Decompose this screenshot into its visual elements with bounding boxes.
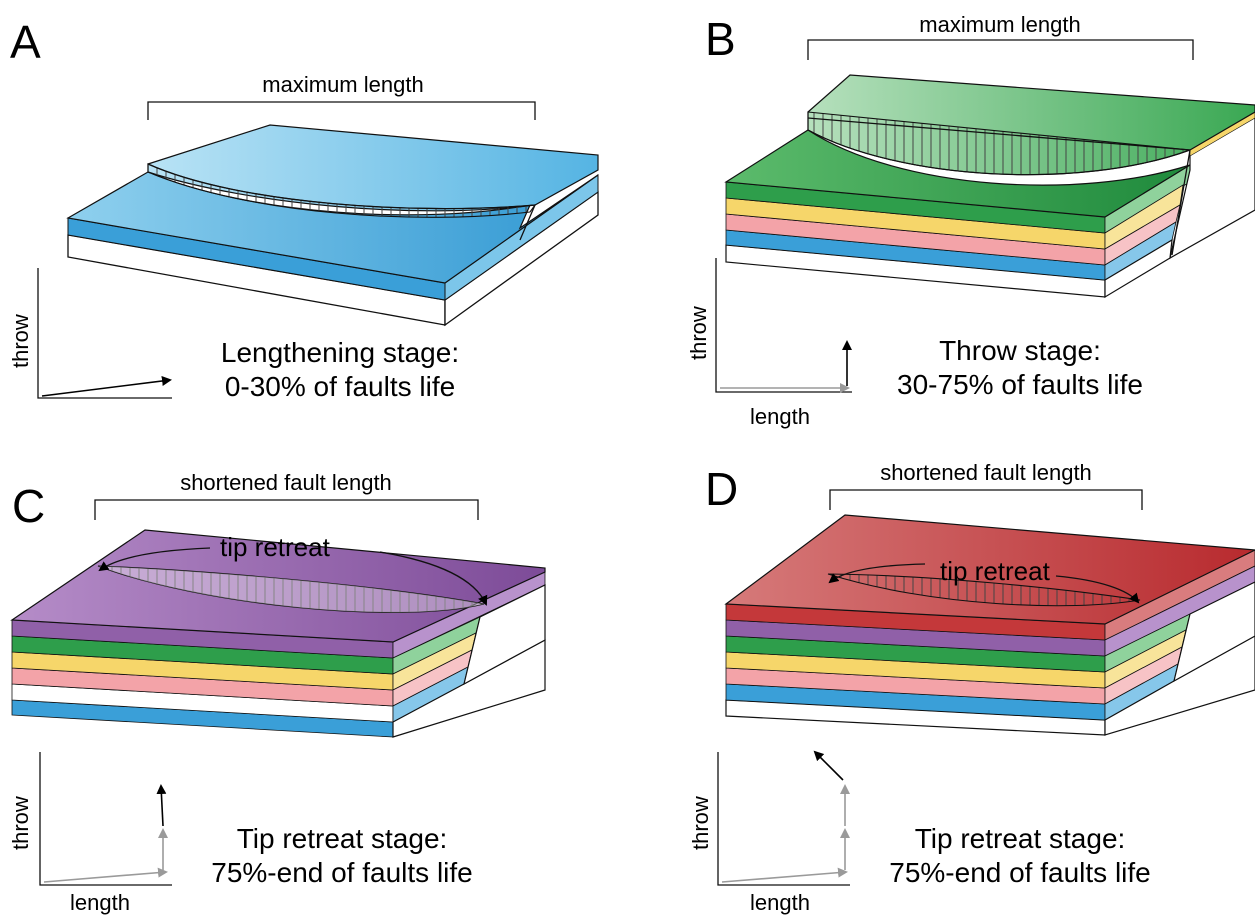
axis-y-label-d: throw [688, 796, 713, 850]
stage-range-d: 75%-end of faults life [889, 857, 1151, 888]
bracket-label-d: shortened fault length [880, 460, 1092, 485]
bracket-label-a: maximum length [262, 72, 423, 97]
tip-retreat-label-c: tip retreat [220, 532, 331, 562]
retreat-vector-arrow [813, 750, 844, 781]
fault-block-a [66, 124, 599, 327]
panel-letter-b: B [705, 13, 736, 65]
growth-axes-a: throw [8, 268, 172, 399]
length-vector-arrow [41, 376, 172, 397]
stage-range-c: 75%-end of faults life [211, 857, 473, 888]
panel-c: C shortened fault length [8, 470, 546, 915]
axis-x-label-d: length [750, 890, 810, 915]
tip-retreat-label-d: tip retreat [940, 556, 1051, 586]
length-bracket-a: maximum length [147, 72, 536, 120]
panel-letter-d: D [705, 463, 738, 515]
fault-block-d: tip retreat [724, 514, 1255, 736]
panel-a: A maximum length throw Lengthening stage… [8, 16, 599, 402]
length-bracket-d: shortened fault length [829, 460, 1143, 510]
stage-title-a: Lengthening stage: [221, 337, 459, 368]
retreat-vector-arrow [156, 784, 167, 827]
axis-y-label-a: throw [8, 314, 33, 368]
axis-y-label-c: throw [8, 796, 33, 850]
stage-title-b: Throw stage: [939, 335, 1101, 366]
length-vector-arrow [721, 867, 848, 883]
stage-range-a: 0-30% of faults life [225, 371, 455, 402]
growth-axes-c: throw length [8, 752, 172, 915]
bracket-label-c: shortened fault length [180, 470, 392, 495]
panel-b: B maximum length [686, 12, 1255, 429]
axis-x-label-c: length [70, 890, 130, 915]
panel-letter-a: A [10, 16, 41, 68]
stage-title-c: Tip retreat stage: [237, 823, 448, 854]
axis-y-label-b: throw [686, 306, 711, 360]
axis-x-label-b: length [750, 404, 810, 429]
fault-block-b [724, 74, 1255, 299]
panel-letter-c: C [12, 480, 45, 532]
length-vector-arrow [43, 867, 168, 883]
growth-axes-b: throw length [686, 258, 852, 429]
fault-block-c: tip retreat [10, 529, 546, 738]
length-bracket-c: shortened fault length [94, 470, 479, 520]
bracket-label-b: maximum length [919, 12, 1080, 37]
stage-title-d: Tip retreat stage: [915, 823, 1126, 854]
growth-axes-d: throw length [688, 750, 850, 915]
stage-range-b: 30-75% of faults life [897, 369, 1143, 400]
length-bracket-b: maximum length [807, 12, 1194, 60]
panel-d: D shortened fault length [688, 460, 1255, 915]
